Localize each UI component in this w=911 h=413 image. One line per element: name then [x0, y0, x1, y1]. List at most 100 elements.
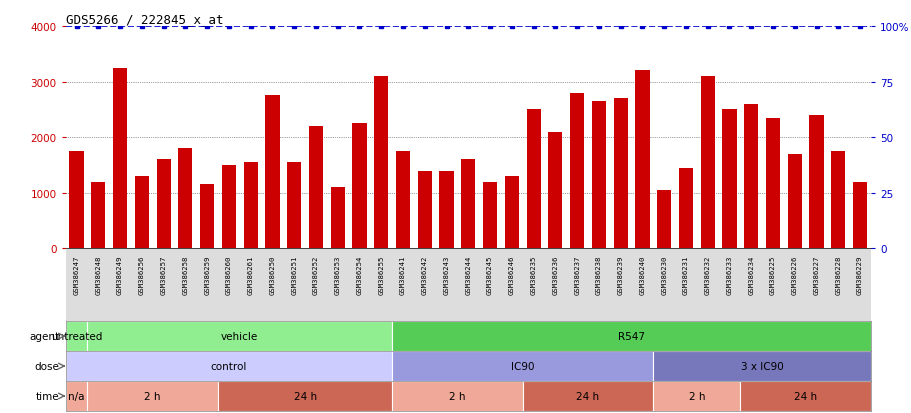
Text: GSM386251: GSM386251 — [291, 254, 297, 294]
Bar — [700, 77, 714, 249]
Bar — [830, 152, 844, 249]
Text: GSM386242: GSM386242 — [421, 254, 427, 294]
Text: control: control — [210, 361, 247, 371]
Bar — [200, 185, 214, 249]
Bar — [221, 166, 236, 249]
Bar — [569, 93, 584, 249]
Text: GSM386237: GSM386237 — [574, 254, 579, 294]
Text: GSM386246: GSM386246 — [508, 254, 515, 294]
Bar — [243, 163, 258, 249]
Bar — [392, 381, 522, 411]
Bar — [265, 96, 279, 249]
Text: time: time — [36, 391, 59, 401]
Bar — [69, 152, 84, 249]
Text: GSM386228: GSM386228 — [834, 254, 840, 294]
Bar — [157, 160, 170, 249]
Bar — [657, 190, 670, 249]
Text: GSM386259: GSM386259 — [204, 254, 210, 294]
Text: GSM386255: GSM386255 — [378, 254, 384, 294]
Text: GSM386245: GSM386245 — [486, 254, 493, 294]
Text: untreated: untreated — [51, 331, 102, 341]
Text: IC90: IC90 — [510, 361, 534, 371]
Bar — [113, 69, 127, 249]
Bar — [526, 110, 540, 249]
Bar — [809, 116, 823, 249]
Bar — [483, 182, 496, 249]
Text: 24 h: 24 h — [793, 391, 816, 401]
Text: 24 h: 24 h — [293, 391, 316, 401]
Bar — [613, 99, 627, 249]
Bar — [287, 163, 301, 249]
Text: GSM386235: GSM386235 — [530, 254, 536, 294]
Text: GSM386243: GSM386243 — [443, 254, 449, 294]
Text: GSM386234: GSM386234 — [747, 254, 753, 294]
Bar — [765, 119, 779, 249]
Bar — [722, 110, 736, 249]
Bar — [66, 351, 392, 381]
Text: GSM386256: GSM386256 — [138, 254, 145, 294]
Text: agent: agent — [29, 331, 59, 341]
Bar — [461, 160, 475, 249]
Bar — [852, 182, 866, 249]
Text: GSM386248: GSM386248 — [96, 254, 101, 294]
Bar — [331, 188, 344, 249]
Bar — [66, 321, 87, 351]
Text: dose: dose — [35, 361, 59, 371]
Bar — [309, 127, 322, 249]
Bar — [352, 124, 366, 249]
Text: GSM386239: GSM386239 — [617, 254, 623, 294]
Text: GSM386227: GSM386227 — [813, 254, 819, 294]
Text: GSM386249: GSM386249 — [117, 254, 123, 294]
Text: GSM386236: GSM386236 — [552, 254, 558, 294]
Bar — [218, 381, 392, 411]
Bar — [395, 152, 410, 249]
Text: GSM386231: GSM386231 — [682, 254, 688, 294]
Text: GSM386226: GSM386226 — [791, 254, 797, 294]
Text: GSM386254: GSM386254 — [356, 254, 362, 294]
Bar — [392, 351, 652, 381]
Text: GSM386247: GSM386247 — [74, 254, 79, 294]
Bar — [87, 381, 218, 411]
Bar — [179, 149, 192, 249]
Text: n/a: n/a — [68, 391, 85, 401]
Bar — [91, 182, 106, 249]
Text: GSM386225: GSM386225 — [769, 254, 775, 294]
Text: GSM386230: GSM386230 — [660, 254, 667, 294]
Bar — [417, 171, 432, 249]
Text: GSM386260: GSM386260 — [226, 254, 231, 294]
Text: R547: R547 — [618, 331, 644, 341]
Bar — [504, 177, 518, 249]
Text: vehicle: vehicle — [220, 331, 258, 341]
Text: GSM386244: GSM386244 — [465, 254, 471, 294]
Bar — [652, 351, 870, 381]
Bar — [652, 381, 740, 411]
Text: GSM386241: GSM386241 — [400, 254, 405, 294]
Bar — [591, 102, 605, 249]
Text: GSM386258: GSM386258 — [182, 254, 189, 294]
Bar — [135, 177, 148, 249]
Text: 24 h: 24 h — [576, 391, 599, 401]
Text: GSM386257: GSM386257 — [160, 254, 167, 294]
Bar — [374, 77, 388, 249]
Text: GSM386238: GSM386238 — [595, 254, 601, 294]
Text: GSM386233: GSM386233 — [726, 254, 732, 294]
Bar — [740, 381, 870, 411]
Text: 2 h: 2 h — [688, 391, 704, 401]
Text: 2 h: 2 h — [144, 391, 161, 401]
Text: GSM386252: GSM386252 — [312, 254, 319, 294]
Text: 3 x IC90: 3 x IC90 — [740, 361, 783, 371]
Text: 2 h: 2 h — [449, 391, 466, 401]
Text: GSM386261: GSM386261 — [248, 254, 253, 294]
Bar — [548, 132, 562, 249]
Bar — [66, 381, 87, 411]
Bar — [87, 321, 392, 351]
Bar — [743, 104, 757, 249]
Text: GDS5266 / 222845_x_at: GDS5266 / 222845_x_at — [66, 13, 223, 26]
Text: GSM386240: GSM386240 — [639, 254, 645, 294]
Bar — [392, 321, 870, 351]
Text: GSM386250: GSM386250 — [269, 254, 275, 294]
Text: GSM386253: GSM386253 — [334, 254, 341, 294]
Bar — [635, 71, 649, 249]
Bar — [522, 381, 652, 411]
Bar — [787, 154, 801, 249]
